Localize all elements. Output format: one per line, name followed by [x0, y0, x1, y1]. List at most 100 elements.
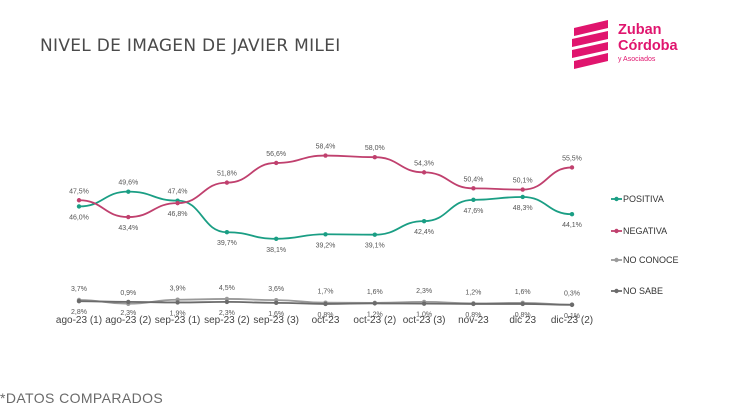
data-label: 44,1%	[562, 222, 582, 229]
data-label: 0,9%	[120, 290, 136, 297]
legend-marker	[614, 257, 619, 263]
x-tick-label: ago-23 (2)	[105, 315, 151, 326]
data-point	[372, 232, 377, 237]
data-label: 1,7%	[318, 289, 334, 296]
x-tick-label: sep-23 (3)	[253, 315, 299, 326]
data-point	[323, 232, 328, 237]
data-label: 2,3%	[120, 310, 136, 317]
data-label: 1,9%	[170, 310, 186, 317]
data-label: 56,6%	[266, 151, 286, 158]
data-label: 1,6%	[367, 289, 383, 296]
data-point	[569, 211, 575, 217]
data-point	[126, 299, 131, 305]
x-tick-label: dic-23 (2)	[551, 315, 593, 326]
data-point	[126, 189, 131, 194]
data-label: 42,4%	[414, 229, 434, 236]
data-point	[372, 301, 377, 306]
data-label: 3,7%	[71, 286, 87, 293]
data-point	[569, 165, 575, 170]
data-point	[421, 218, 427, 224]
data-point	[471, 301, 476, 307]
data-label: 39,1%	[365, 243, 385, 250]
x-tick-label: oct-23 (2)	[353, 315, 396, 326]
data-point	[323, 153, 328, 158]
x-tick-label: nov-23	[458, 315, 489, 326]
legend-marker	[614, 288, 619, 294]
data-label: 51,8%	[217, 171, 237, 178]
data-label: 50,4%	[463, 176, 483, 183]
stacked-stripes-icon	[572, 20, 608, 69]
x-tick-label: sep-23 (2)	[204, 315, 250, 326]
logo-subtitle: y Asociados	[618, 56, 656, 63]
data-point	[76, 299, 82, 304]
data-label: 3,6%	[268, 286, 284, 293]
data-label: 47,6%	[463, 208, 483, 215]
data-point	[520, 194, 525, 200]
data-point	[274, 300, 279, 306]
data-point	[421, 301, 427, 306]
data-point	[372, 155, 377, 160]
legend-label: NO SABE	[623, 286, 663, 296]
series-line-negativa	[78, 154, 573, 218]
data-point	[175, 200, 180, 206]
data-label: 54,3%	[414, 160, 434, 167]
data-point	[569, 302, 575, 308]
x-tick-label: ago-23 (1)	[56, 315, 102, 326]
legend-label: NO CONOCE	[623, 255, 679, 265]
data-label: 47,4%	[168, 189, 188, 196]
legend-label: POSITIVA	[623, 194, 664, 204]
data-point	[175, 300, 180, 305]
data-label: 55,5%	[562, 155, 582, 162]
series-line-positiva	[78, 190, 573, 240]
data-point	[224, 180, 230, 185]
data-point	[76, 198, 82, 203]
data-label: 48,3%	[513, 205, 533, 212]
data-label: 58,0%	[365, 145, 385, 152]
data-label: 47,5%	[69, 188, 89, 195]
logo-name-line2: Córdoba	[618, 38, 678, 54]
data-label: 2,3%	[219, 310, 235, 317]
data-point	[224, 299, 230, 305]
logo-name-line1: Zuban	[618, 22, 662, 38]
data-point	[126, 214, 131, 220]
data-label: 39,2%	[316, 242, 336, 249]
data-label: 3,9%	[170, 286, 186, 293]
footnote: *DATOS COMPARADOS	[0, 390, 164, 406]
x-tick-label: oct-23	[312, 315, 340, 326]
legend-marker	[614, 196, 619, 202]
x-tick-label: oct-23 (3)	[403, 315, 446, 326]
data-label: 1,6%	[515, 289, 531, 296]
data-point	[274, 236, 279, 241]
legend-label: NEGATIVA	[623, 226, 667, 236]
data-point	[76, 204, 82, 209]
data-label: 58,4%	[316, 144, 336, 151]
data-point	[471, 197, 476, 203]
data-label: 1,0%	[416, 312, 432, 319]
data-point	[471, 186, 476, 191]
data-label: 0,8%	[515, 312, 531, 319]
data-label: 0,8%	[465, 312, 481, 319]
data-label: 43,4%	[118, 225, 138, 232]
data-label: 1,2%	[465, 289, 481, 296]
data-point	[520, 187, 525, 192]
data-label: 50,1%	[513, 178, 533, 185]
data-point	[520, 301, 525, 307]
x-tick-label: sep-23 (1)	[155, 315, 201, 326]
brand-logo: Zuban Córdoba y Asociados	[568, 20, 708, 80]
legend-marker	[614, 228, 619, 234]
data-label: 49,6%	[118, 180, 138, 187]
x-tick-label: dic 23	[509, 315, 536, 326]
data-point	[224, 230, 230, 235]
data-label: 2,8%	[71, 309, 87, 316]
data-label: 2,3%	[416, 288, 432, 295]
data-label: 1,2%	[367, 311, 383, 318]
page-title: NIVEL DE IMAGEN DE JAVIER MILEI	[40, 36, 341, 56]
data-label: 46,8%	[168, 211, 188, 218]
data-label: 46,0%	[69, 214, 89, 221]
data-label: 4,5%	[219, 285, 235, 292]
data-point	[274, 160, 279, 166]
data-label: 1,6%	[268, 311, 284, 318]
data-label: 0,1%	[564, 313, 580, 320]
data-point	[323, 301, 328, 307]
